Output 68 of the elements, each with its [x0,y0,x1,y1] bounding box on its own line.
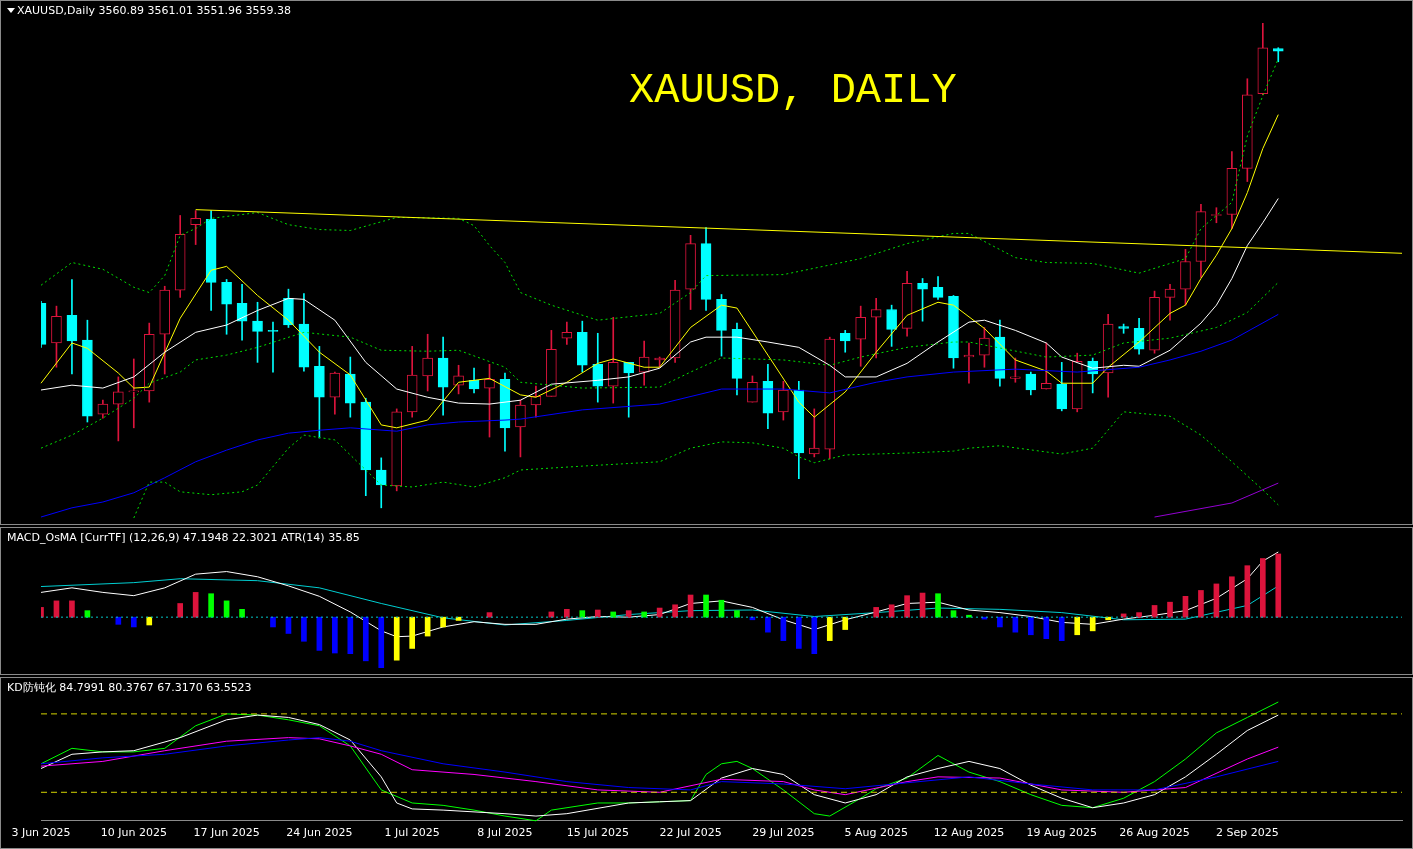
bar [1074,616,1081,636]
bar [935,593,941,618]
candlestick [623,362,635,418]
candlestick [128,358,140,429]
x-tick-label: 26 Aug 2025 [1119,826,1190,840]
x-tick-label: 22 Jul 2025 [659,826,722,840]
bar [625,610,632,618]
bar [1198,590,1204,618]
bar [641,611,647,618]
x-tick-label: 24 Jun 2025 [286,826,353,840]
bar [1275,553,1282,618]
bar [347,616,354,654]
x-tick-label: 1 Jul 2025 [384,826,440,840]
bar [146,616,153,626]
bar [610,611,617,618]
candlestick [808,408,820,458]
bar [270,616,276,628]
bar [208,593,214,618]
bar [1136,612,1142,618]
x-tick-label: 17 Jun 2025 [193,826,260,840]
bar [904,595,910,618]
bar [796,616,802,649]
bar [378,616,385,668]
bar [301,616,307,642]
chart-title: MACD_OsMA [CurrTF] (12,26,9) 47.1948 22.3021 ATR(14) 35.85 [7,531,360,544]
bar [1167,601,1173,618]
bar [997,616,1003,628]
bar [69,600,75,618]
bar [440,616,446,628]
x-tick-label: 10 Jun 2025 [100,826,167,840]
bar [1229,576,1235,618]
candlestick [870,298,882,359]
bar [765,616,771,633]
x-tick-label: 2 Sep 2025 [1215,826,1279,840]
bar [579,610,586,618]
bar [842,616,849,630]
bar [734,610,740,618]
x-tick-label: 12 Aug 2025 [933,826,1005,840]
x-tick-label: 5 Aug 2025 [844,826,908,840]
bar [1058,616,1065,641]
candlestick [1272,47,1284,63]
x-tick-label: 15 Jul 2025 [566,826,629,840]
bar [826,616,833,641]
bar [393,616,400,661]
x-tick-label: 19 Aug 2025 [1026,826,1097,840]
bar [362,616,369,662]
bar [703,594,709,618]
bar [1259,558,1266,618]
bar [672,604,678,618]
x-tick-label: 29 Jul 2025 [752,826,815,840]
bar [564,609,570,618]
candlestick [1040,342,1052,390]
bar [873,607,879,618]
bar [130,616,137,628]
bar [1043,616,1050,639]
bar [239,609,245,618]
chart-title: XAUUSD,Daily 3560.89 3561.01 3551.96 3559.38 [17,4,291,17]
bar [332,616,338,654]
x-tick-label: 3 Jun 2025 [11,826,71,840]
x-tick-label: 8 Jul 2025 [477,826,533,840]
bar [177,603,184,618]
bar [1027,616,1034,636]
bar [1089,616,1096,632]
annotation: XAUUSD, DAILY [629,67,957,115]
chart-title: KD防钝化 84.7991 80.3767 67.3170 63.5523 [7,681,252,694]
bar [409,616,416,649]
bar [811,616,818,654]
bar [594,609,601,618]
